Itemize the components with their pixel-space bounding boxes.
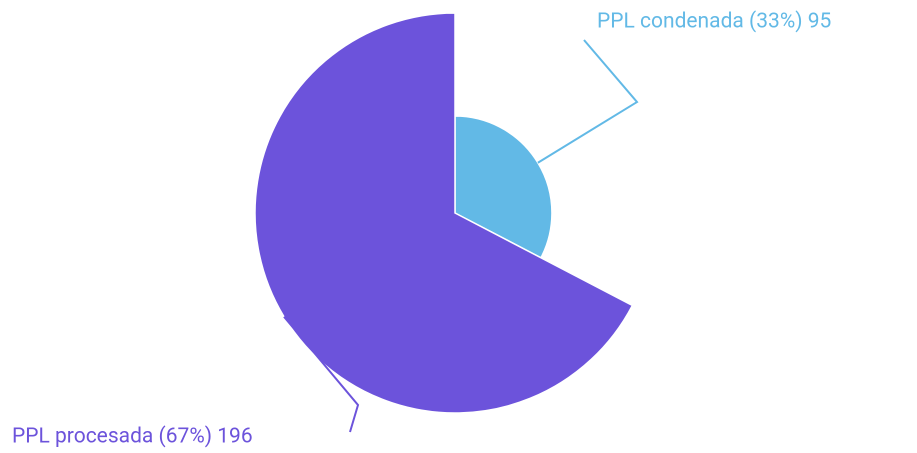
slice-label: PPL procesada (67%) 196	[12, 425, 253, 449]
pie-slice	[254, 12, 634, 414]
leader-line	[537, 39, 639, 164]
slice-label: PPL condenada (33%) 95	[597, 10, 831, 34]
pie-slice	[454, 115, 553, 259]
leader-line	[283, 316, 360, 433]
